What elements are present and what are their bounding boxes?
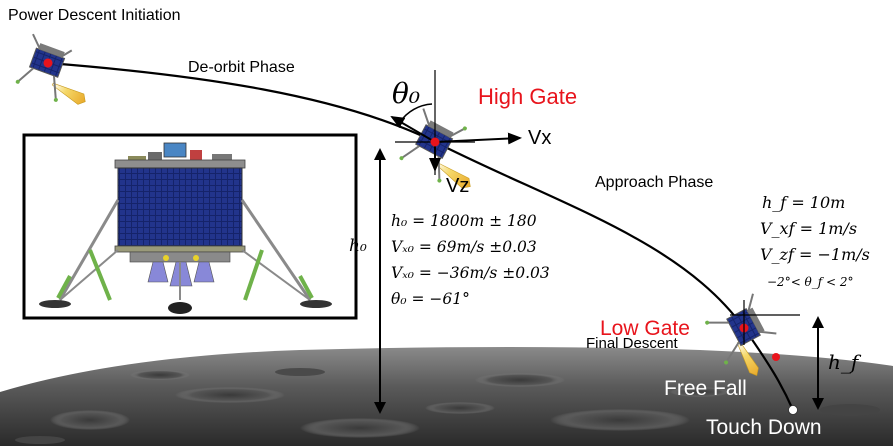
vx-label: Vx [528, 127, 552, 149]
deorbit-phase-label: De-orbit Phase [188, 59, 295, 76]
h0-symbol: h₀ [349, 236, 367, 256]
hf-condition: h_f = 10m [762, 193, 846, 212]
h0-arrow [374, 148, 386, 414]
final-descent-label: Final Descent [586, 335, 678, 352]
lander-detail-inset [22, 133, 358, 320]
hf-symbol: h_f [828, 350, 859, 374]
trajectory [47, 61, 795, 411]
free-fall-label: Free Fall [664, 377, 747, 400]
high-gate-axes [390, 70, 522, 175]
low-gate-axes [730, 300, 800, 345]
theta0-condition: θ₀ = −61° [391, 290, 470, 308]
vz-label: Vz [446, 175, 470, 197]
lander-pdi [15, 33, 86, 105]
vxf-condition: V_xf = 1m/s [760, 219, 858, 238]
thetaf-condition: −2°< θ_f < 2° [767, 275, 854, 289]
hf-arrow [812, 316, 824, 410]
free-fall-marker [772, 353, 780, 361]
low-gate-label: Low Gate [600, 317, 690, 340]
lunar-surface [0, 347, 893, 446]
power-descent-initiation-label: Power Descent Initiation [8, 7, 181, 24]
vx0-condition: Vₓ₀ = 69m/s ±0.03 [391, 238, 537, 256]
touch-down-marker [788, 405, 798, 415]
high-gate-label: High Gate [478, 84, 578, 109]
vzf-condition: V_zf = −1m/s [760, 245, 870, 264]
approach-phase-label: Approach Phase [595, 174, 714, 191]
h0-condition: h₀ = 1800m ± 180 [391, 212, 537, 230]
touch-down-label: Touch Down [706, 416, 822, 439]
vz0-condition: Vₓ₀ = −36m/s ±0.03 [391, 264, 550, 282]
theta0-symbol: θ₀ [392, 77, 421, 110]
